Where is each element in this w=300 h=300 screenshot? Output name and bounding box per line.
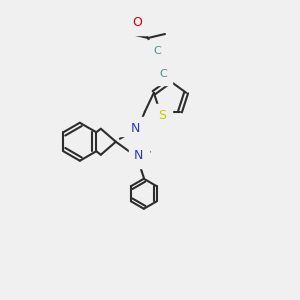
Text: O: O [132, 16, 142, 29]
Text: N: N [131, 122, 140, 135]
Text: N: N [134, 149, 143, 162]
Text: H: H [124, 121, 133, 131]
Text: S: S [158, 109, 166, 122]
Text: C: C [159, 69, 167, 79]
Text: H: H [126, 14, 134, 24]
Text: C: C [153, 46, 161, 56]
